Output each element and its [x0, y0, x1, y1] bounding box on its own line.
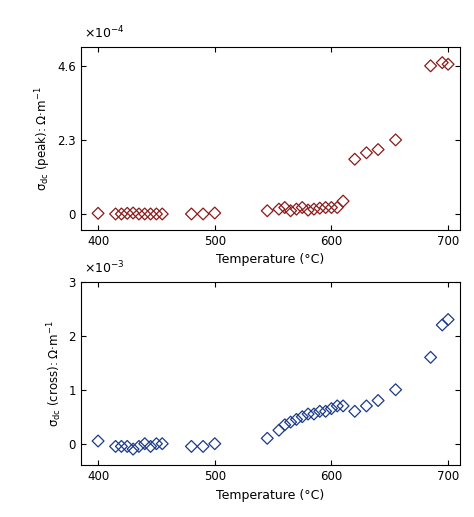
Point	[199, 210, 207, 218]
Point	[264, 434, 271, 443]
Point	[275, 205, 283, 214]
Point	[292, 415, 300, 423]
Point	[310, 205, 318, 214]
Point	[374, 397, 382, 405]
Point	[264, 207, 271, 215]
Point	[211, 439, 219, 448]
Point	[322, 407, 329, 416]
Y-axis label: σ$_\mathrm{dc}$ (cross): Ω·m$^{-1}$: σ$_\mathrm{dc}$ (cross): Ω·m$^{-1}$	[46, 320, 64, 427]
Point	[281, 421, 289, 429]
Point	[328, 404, 335, 413]
Point	[188, 442, 195, 450]
Text: $\times10^{-4}$: $\times10^{-4}$	[84, 24, 125, 41]
Point	[322, 203, 329, 211]
Point	[275, 426, 283, 434]
Point	[299, 413, 306, 421]
Y-axis label: σ$_\mathrm{dc}$ (peak): Ω·m$^{-1}$: σ$_\mathrm{dc}$ (peak): Ω·m$^{-1}$	[33, 86, 53, 191]
Point	[299, 203, 306, 211]
X-axis label: Temperature (°C): Temperature (°C)	[216, 253, 324, 266]
Point	[158, 439, 166, 448]
Point	[292, 205, 300, 214]
Point	[339, 402, 347, 410]
Point	[374, 145, 382, 154]
Point	[94, 209, 102, 218]
Point	[141, 210, 148, 218]
Point	[363, 402, 370, 410]
Point	[211, 209, 219, 217]
Point	[123, 209, 131, 218]
Point	[287, 418, 294, 426]
Point	[316, 407, 324, 416]
Point	[123, 442, 131, 450]
Point	[153, 439, 160, 448]
Point	[351, 155, 358, 163]
Point	[118, 442, 125, 450]
Point	[94, 437, 102, 445]
Point	[281, 203, 289, 211]
Point	[129, 209, 137, 217]
Point	[118, 210, 125, 218]
Point	[444, 315, 452, 324]
Point	[304, 206, 312, 214]
Point	[427, 353, 434, 361]
Point	[427, 62, 434, 70]
Point	[438, 321, 446, 329]
Point	[129, 445, 137, 453]
Point	[141, 439, 148, 448]
Point	[392, 136, 400, 144]
Point	[392, 386, 400, 394]
Point	[334, 402, 341, 410]
Point	[363, 149, 370, 157]
Point	[199, 442, 207, 450]
X-axis label: Temperature (°C): Temperature (°C)	[216, 489, 324, 501]
Point	[334, 203, 341, 211]
Point	[310, 410, 318, 418]
Point	[438, 58, 446, 67]
Text: $\times10^{-3}$: $\times10^{-3}$	[84, 260, 125, 276]
Point	[444, 60, 452, 68]
Point	[153, 210, 160, 218]
Legend: σ$_\mathrm{dc}$ (peak): σ$_\mathrm{dc}$ (peak)	[87, 290, 181, 307]
Point	[135, 210, 143, 218]
Point	[112, 442, 119, 450]
Point	[287, 207, 294, 215]
Point	[339, 197, 347, 205]
Point	[135, 442, 143, 450]
Point	[328, 203, 335, 211]
Point	[351, 407, 358, 416]
Point	[316, 204, 324, 212]
Point	[188, 210, 195, 218]
Point	[112, 210, 119, 218]
Point	[147, 210, 155, 218]
Point	[304, 410, 312, 418]
Point	[147, 442, 155, 450]
Point	[158, 210, 166, 218]
